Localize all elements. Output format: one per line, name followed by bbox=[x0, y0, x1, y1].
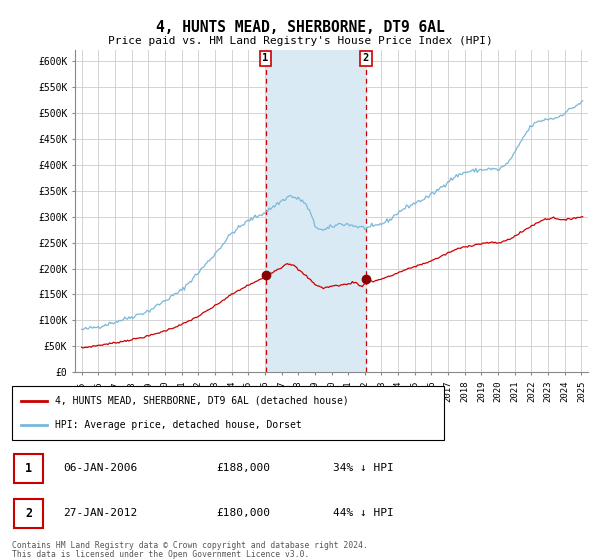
Text: 06-JAN-2006: 06-JAN-2006 bbox=[63, 464, 137, 473]
Text: £180,000: £180,000 bbox=[216, 508, 270, 518]
Text: 4, HUNTS MEAD, SHERBORNE, DT9 6AL (detached house): 4, HUNTS MEAD, SHERBORNE, DT9 6AL (detac… bbox=[55, 396, 349, 406]
Text: Price paid vs. HM Land Registry's House Price Index (HPI): Price paid vs. HM Land Registry's House … bbox=[107, 36, 493, 46]
Text: This data is licensed under the Open Government Licence v3.0.: This data is licensed under the Open Gov… bbox=[12, 550, 310, 559]
Text: 27-JAN-2012: 27-JAN-2012 bbox=[63, 508, 137, 518]
Text: 1: 1 bbox=[25, 462, 32, 475]
Text: £188,000: £188,000 bbox=[216, 464, 270, 473]
Text: 4, HUNTS MEAD, SHERBORNE, DT9 6AL: 4, HUNTS MEAD, SHERBORNE, DT9 6AL bbox=[155, 20, 445, 35]
Bar bbox=[266, 50, 366, 372]
Text: Contains HM Land Registry data © Crown copyright and database right 2024.: Contains HM Land Registry data © Crown c… bbox=[12, 542, 368, 550]
Text: 34% ↓ HPI: 34% ↓ HPI bbox=[333, 464, 394, 473]
Text: 44% ↓ HPI: 44% ↓ HPI bbox=[333, 508, 394, 518]
Text: 2: 2 bbox=[363, 53, 369, 63]
Text: 1: 1 bbox=[262, 53, 269, 63]
Text: 2: 2 bbox=[25, 507, 32, 520]
Text: HPI: Average price, detached house, Dorset: HPI: Average price, detached house, Dors… bbox=[55, 420, 302, 430]
